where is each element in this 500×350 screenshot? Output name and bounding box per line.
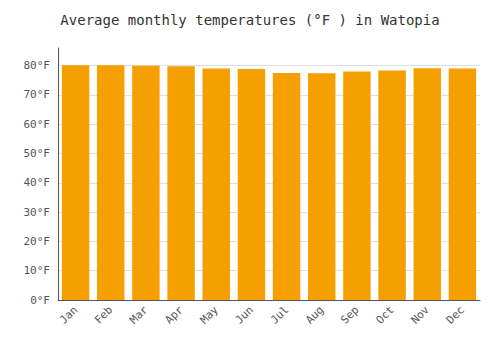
svg-text:20°F: 20°F <box>24 235 51 248</box>
svg-text:70°F: 70°F <box>24 88 51 101</box>
svg-text:60°F: 60°F <box>24 118 51 131</box>
svg-text:May: May <box>198 303 221 326</box>
svg-text:Dec: Dec <box>444 303 467 326</box>
svg-text:10°F: 10°F <box>24 264 51 277</box>
svg-text:50°F: 50°F <box>24 147 51 160</box>
svg-text:40°F: 40°F <box>24 176 51 189</box>
svg-text:Sep: Sep <box>338 303 361 326</box>
svg-text:Feb: Feb <box>92 303 115 326</box>
svg-text:Jun: Jun <box>233 303 256 326</box>
svg-text:0°F: 0°F <box>30 294 50 307</box>
svg-text:Mar: Mar <box>127 303 150 326</box>
svg-text:80°F: 80°F <box>24 59 51 72</box>
svg-text:Nov: Nov <box>409 303 432 326</box>
svg-text:Apr: Apr <box>162 303 185 326</box>
svg-text:Average monthly temperatures (: Average monthly temperatures (°F ) in Wa… <box>60 12 439 28</box>
svg-text:Jul: Jul <box>268 303 291 326</box>
svg-text:Jan: Jan <box>57 303 80 326</box>
svg-text:Oct: Oct <box>373 303 396 326</box>
svg-text:30°F: 30°F <box>24 206 51 219</box>
svg-text:Aug: Aug <box>303 303 326 326</box>
